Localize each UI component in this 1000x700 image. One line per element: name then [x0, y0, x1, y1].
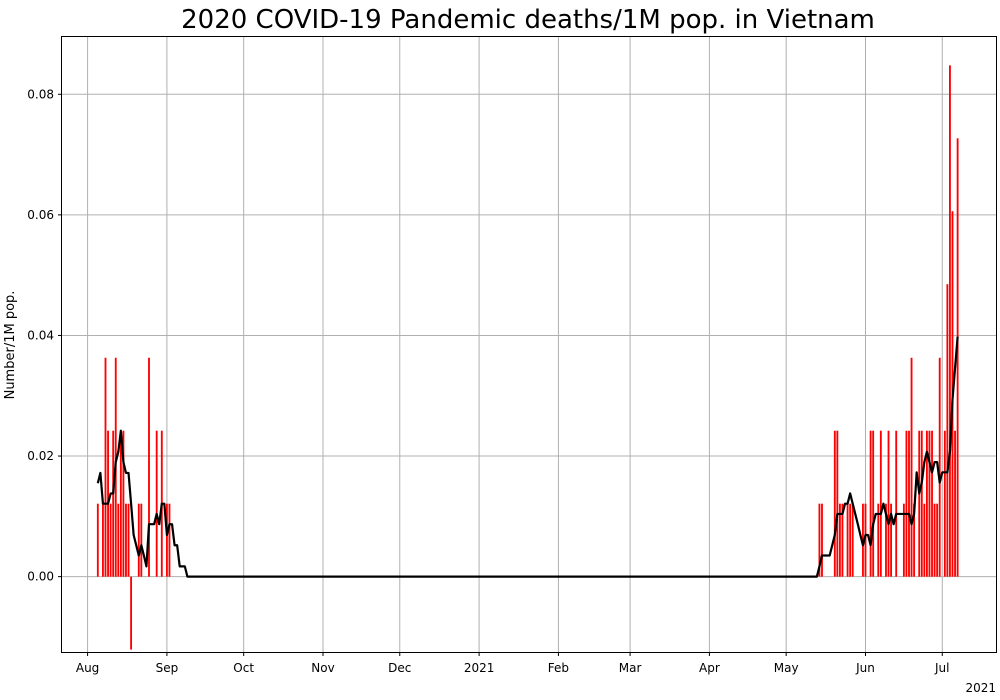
- bar: [928, 430, 931, 577]
- chart-title: 2020 COVID-19 Pandemic deaths/1M pop. in…: [181, 5, 875, 35]
- x-tick-label: Mar: [619, 661, 642, 675]
- bar: [879, 430, 882, 577]
- bar: [112, 430, 115, 577]
- x-tick-label: Feb: [548, 661, 569, 675]
- bar: [956, 138, 959, 577]
- bar: [165, 503, 168, 577]
- x-tick-label: Oct: [233, 661, 254, 675]
- bar: [949, 65, 951, 577]
- y-tick-label: 0.06: [27, 208, 54, 222]
- y-tick-label: 0.02: [27, 449, 54, 463]
- bar: [836, 430, 839, 577]
- x-tick-label: 2021: [464, 661, 495, 675]
- bar: [862, 503, 864, 577]
- bar: [908, 430, 910, 577]
- y-axis: 0.00 0.02 0.04 0.06 0.08: [27, 87, 62, 584]
- bar: [890, 503, 892, 577]
- bar: [918, 430, 921, 577]
- grid: [62, 37, 996, 652]
- bar: [938, 357, 941, 577]
- x-tick-label: Sep: [156, 661, 179, 675]
- bar: [872, 430, 875, 577]
- bar: [905, 430, 908, 577]
- bar: [104, 357, 107, 577]
- y-tick-label: 0.08: [27, 87, 54, 101]
- x-tick-label: Apr: [699, 661, 720, 675]
- bar-series: [96, 65, 959, 650]
- bar: [869, 430, 872, 577]
- x-tick-label: Dec: [388, 661, 411, 675]
- bar: [833, 430, 836, 577]
- bar: [841, 503, 844, 577]
- bar: [117, 503, 120, 577]
- bar: [851, 503, 854, 577]
- bar: [849, 503, 852, 577]
- bar: [936, 503, 939, 577]
- bar: [946, 284, 949, 577]
- x-tick-label: May: [774, 661, 799, 675]
- x-tick-label: Jun: [855, 661, 875, 675]
- bar: [931, 430, 933, 577]
- bar: [902, 503, 905, 577]
- bar: [148, 357, 150, 577]
- bar: [140, 503, 143, 577]
- bar: [913, 503, 916, 577]
- bar: [954, 430, 956, 577]
- bar: [96, 503, 99, 577]
- moving-average-line: [96, 336, 959, 578]
- bar: [821, 503, 823, 577]
- bar: [943, 430, 946, 577]
- x-tick-label: Aug: [76, 661, 99, 675]
- bar: [127, 503, 130, 577]
- bar: [130, 576, 133, 650]
- x-tick-label: Nov: [311, 661, 334, 675]
- bar: [887, 430, 890, 577]
- bar: [923, 503, 926, 577]
- bar: [885, 503, 887, 577]
- bar: [933, 503, 936, 577]
- bar: [895, 430, 898, 577]
- bar: [818, 503, 821, 577]
- line-series: [96, 336, 959, 578]
- plot-frame: [61, 36, 997, 653]
- y-tick-label: 0.04: [27, 328, 54, 342]
- x-axis: Aug Sep Oct Nov Dec 2021 Feb Mar Apr May Jun Jul: [76, 652, 950, 675]
- bar: [846, 503, 849, 577]
- y-axis-label: Number/1M pop.: [3, 291, 18, 400]
- y-tick-label: 0.00: [27, 570, 54, 584]
- bar: [877, 503, 880, 577]
- bar: [155, 430, 158, 577]
- bar: [838, 503, 841, 577]
- bar: [910, 357, 913, 577]
- x-offset-label: 2021: [965, 681, 996, 695]
- x-tick-label: Jul: [934, 661, 949, 675]
- bar: [102, 503, 104, 577]
- bar: [122, 430, 125, 577]
- bar: [109, 503, 112, 577]
- bar: [920, 430, 923, 577]
- bar: [925, 430, 928, 577]
- bar: [125, 503, 127, 577]
- bar: [119, 430, 122, 577]
- bar: [137, 503, 140, 577]
- bar: [864, 503, 867, 577]
- bar: [168, 503, 171, 577]
